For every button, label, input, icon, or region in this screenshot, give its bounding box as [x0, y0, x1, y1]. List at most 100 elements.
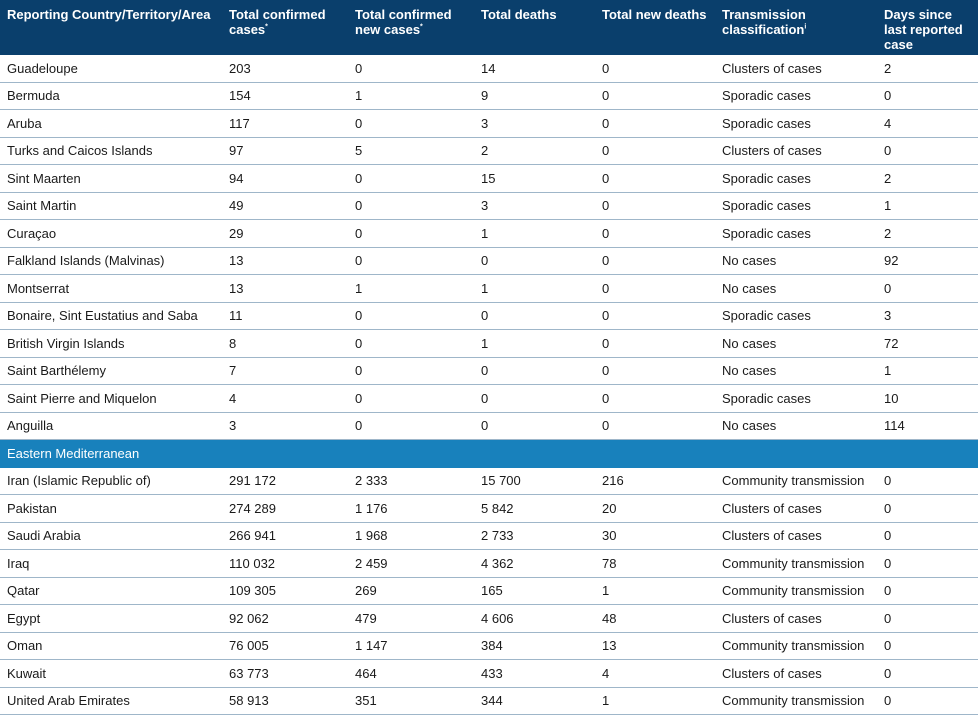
cell-country: Egypt	[0, 604, 222, 633]
region-row: Eastern Mediterranean	[0, 439, 978, 468]
cell-deaths: 0	[474, 302, 595, 330]
cell-confirmed: 109 305	[222, 577, 348, 605]
cell-days: 10	[877, 384, 978, 413]
cell-days: 3	[877, 302, 978, 330]
cell-country: United Arab Emirates	[0, 687, 222, 715]
cell-days: 0	[877, 549, 978, 578]
footnote-mark: *	[420, 23, 423, 31]
table-row: Turks and Caicos Islands 97 5 2 0 Clusters of…	[0, 137, 978, 165]
cell-new-cases: 5	[348, 137, 474, 165]
cell-new-cases: 1 176	[348, 494, 474, 523]
cell-confirmed: 94	[222, 164, 348, 193]
cell-new-cases: 0	[348, 55, 474, 83]
cell-days: 0	[877, 467, 978, 495]
cell-deaths: 15	[474, 164, 595, 193]
header-country: Reporting Country/Territory/Area	[7, 7, 211, 22]
cell-confirmed: 76 005	[222, 632, 348, 660]
cell-days: 92	[877, 247, 978, 275]
cell-country: Aruba	[0, 109, 222, 138]
cell-deaths: 165	[474, 577, 595, 605]
cell-days: 72	[877, 329, 978, 358]
cell-new-cases: 1	[348, 274, 474, 303]
cell-transmission: Sporadic cases	[715, 82, 877, 110]
table-row: Iraq 110 032 2 459 4 362 78 Community transmi…	[0, 549, 978, 578]
cell-transmission: Clusters of cases	[715, 604, 877, 633]
cell-new-cases: 1 968	[348, 522, 474, 550]
cell-transmission: Clusters of cases	[715, 55, 877, 83]
cell-new-deaths: 1	[595, 687, 715, 715]
cell-new-deaths: 0	[595, 82, 715, 110]
cell-new-cases: 1 147	[348, 632, 474, 660]
table-header-row: Reporting Country/Territory/Area Total c…	[0, 0, 978, 55]
cell-deaths: 2	[474, 137, 595, 165]
cell-deaths: 384	[474, 632, 595, 660]
cell-new-cases: 351	[348, 687, 474, 715]
cell-country: Montserrat	[0, 274, 222, 303]
cell-transmission: Community transmission	[715, 687, 877, 715]
cell-new-cases: 1	[348, 82, 474, 110]
table-row: Saint Pierre and Miquelon 4 0 0 0 Sporadic ca…	[0, 384, 978, 413]
header-deaths: Total deaths	[481, 7, 557, 22]
cell-country: Saudi Arabia	[0, 522, 222, 550]
table-row: Montserrat 13 1 1 0 No cases 0	[0, 274, 978, 303]
cell-new-deaths: 13	[595, 632, 715, 660]
cell-transmission: No cases	[715, 274, 877, 303]
cell-days: 0	[877, 632, 978, 660]
cell-new-deaths: 0	[595, 164, 715, 193]
cell-country: Anguilla	[0, 412, 222, 440]
table-row: Qatar 109 305 269 165 1 Community transmissio…	[0, 577, 978, 605]
cell-days: 0	[877, 522, 978, 550]
cell-deaths: 1	[474, 219, 595, 248]
cell-deaths: 14	[474, 55, 595, 83]
cell-country: Saint Pierre and Miquelon	[0, 384, 222, 413]
cell-confirmed: 29	[222, 219, 348, 248]
cell-new-deaths: 1	[595, 577, 715, 605]
cell-new-cases: 0	[348, 302, 474, 330]
cell-new-deaths: 0	[595, 357, 715, 385]
cell-transmission: No cases	[715, 412, 877, 440]
footnote-mark: *	[265, 23, 268, 31]
cell-country: Guadeloupe	[0, 55, 222, 83]
cell-days: 0	[877, 604, 978, 633]
cell-new-deaths: 0	[595, 137, 715, 165]
cell-country: Bonaire, Sint Eustatius and Saba	[0, 302, 222, 330]
table-row: Bermuda 154 1 9 0 Sporadic cases 0	[0, 82, 978, 110]
cell-transmission: Sporadic cases	[715, 384, 877, 413]
cell-new-cases: 0	[348, 247, 474, 275]
table-row: Saint Barthélemy 7 0 0 0 No cases 1	[0, 357, 978, 385]
cell-confirmed: 13	[222, 274, 348, 303]
cell-days: 0	[877, 577, 978, 605]
cell-new-deaths: 216	[595, 467, 715, 495]
cell-deaths: 3	[474, 192, 595, 220]
cell-new-cases: 269	[348, 577, 474, 605]
table-row: Iran (Islamic Republic of) 291 172 2 333 15…	[0, 467, 978, 495]
cell-new-deaths: 20	[595, 494, 715, 523]
cell-country: Iraq	[0, 549, 222, 578]
cell-transmission: No cases	[715, 329, 877, 358]
table-row: British Virgin Islands 8 0 1 0 No cases 72	[0, 329, 978, 358]
table-row: Saint Martin 49 0 3 0 Sporadic cases 1	[0, 192, 978, 220]
cell-confirmed: 291 172	[222, 467, 348, 495]
table-row: Sint Maarten 94 0 15 0 Sporadic cases 2	[0, 164, 978, 193]
cell-days: 1	[877, 192, 978, 220]
cell-transmission: Sporadic cases	[715, 192, 877, 220]
cell-new-deaths: 0	[595, 274, 715, 303]
table-row: United Arab Emirates 58 913 351 344 1 Communi…	[0, 687, 978, 715]
cell-days: 2	[877, 219, 978, 248]
cell-new-deaths: 0	[595, 192, 715, 220]
cell-country: Sint Maarten	[0, 164, 222, 193]
cell-country: Iran (Islamic Republic of)	[0, 467, 222, 495]
cell-transmission: Community transmission	[715, 467, 877, 495]
cell-country: British Virgin Islands	[0, 329, 222, 358]
cell-transmission: Sporadic cases	[715, 219, 877, 248]
region-label: Eastern Mediterranean	[0, 439, 978, 468]
cell-transmission: Community transmission	[715, 577, 877, 605]
cell-confirmed: 13	[222, 247, 348, 275]
cell-new-deaths: 30	[595, 522, 715, 550]
cell-days: 2	[877, 55, 978, 83]
cell-confirmed: 117	[222, 109, 348, 138]
cell-deaths: 9	[474, 82, 595, 110]
cell-country: Falkland Islands (Malvinas)	[0, 247, 222, 275]
cell-deaths: 4 606	[474, 604, 595, 633]
